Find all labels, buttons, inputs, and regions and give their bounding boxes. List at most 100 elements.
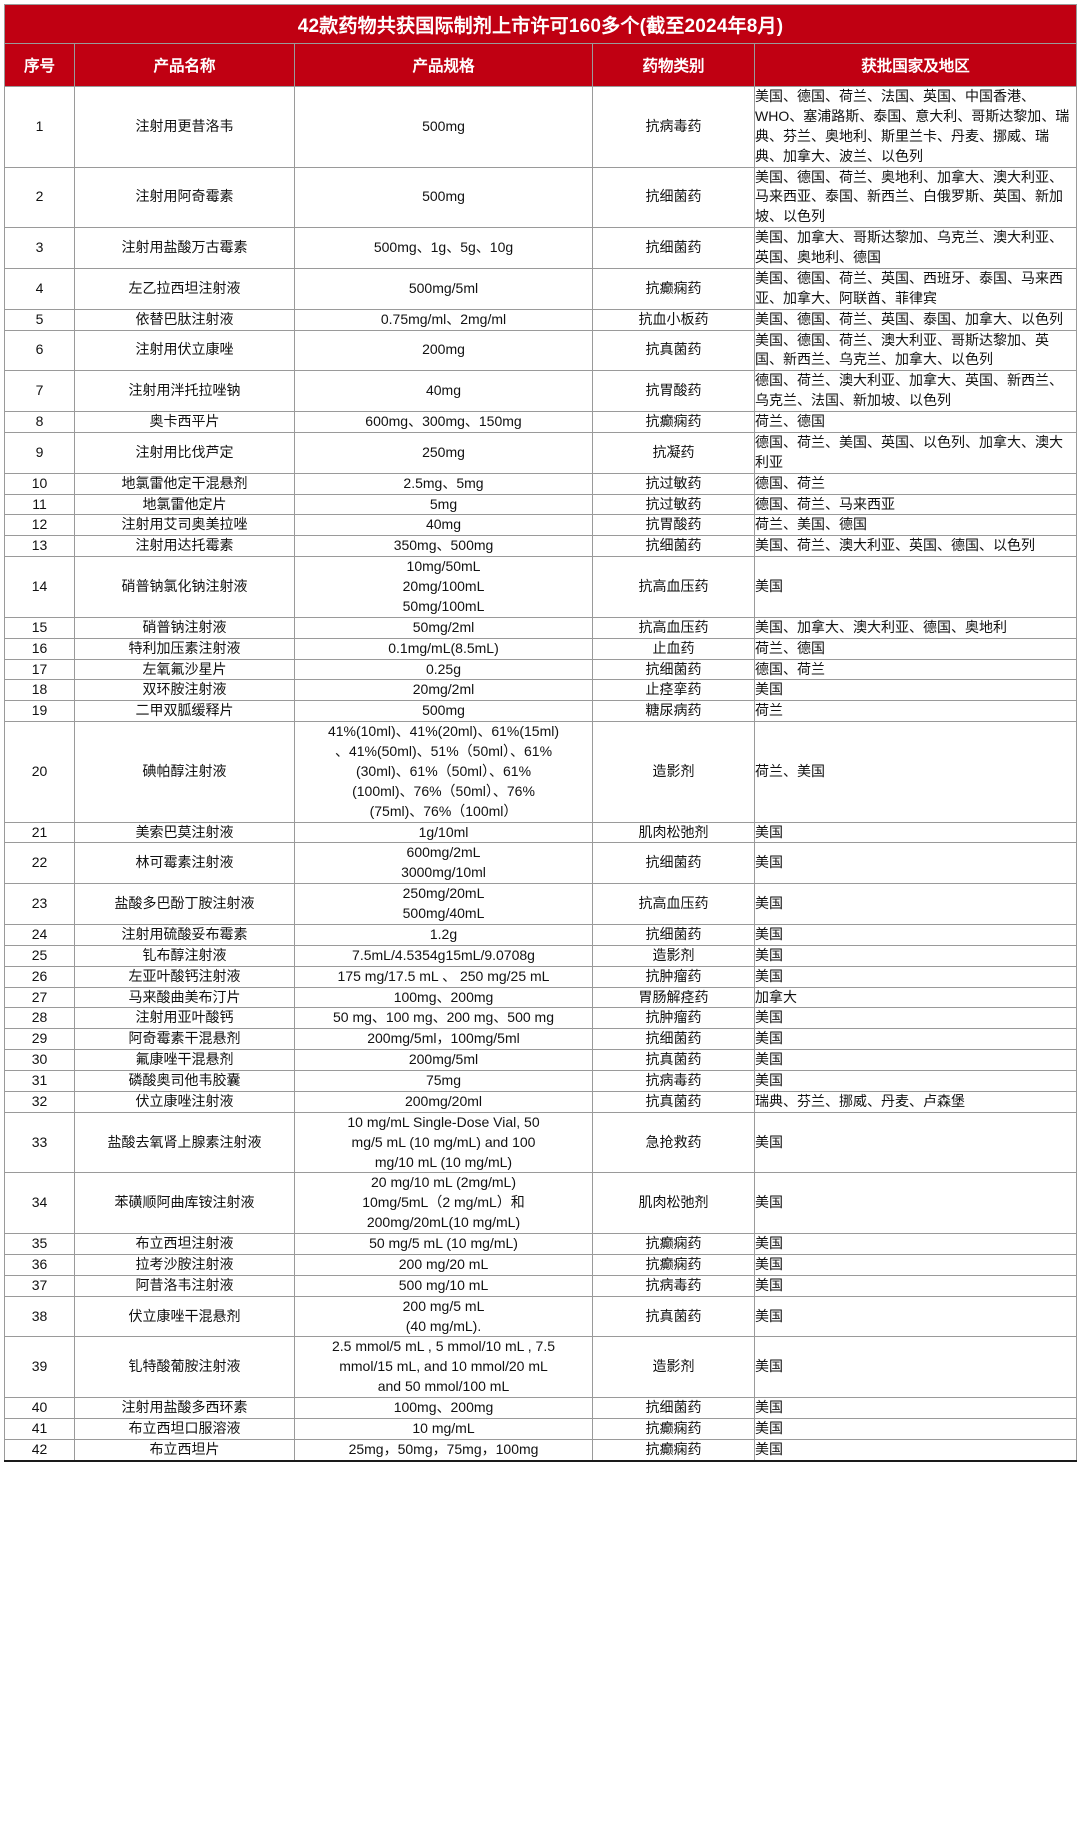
approved-regions-cell: 美国 <box>753 1111 1078 1174</box>
approved-regions-cell: 美国 <box>753 842 1078 885</box>
approved-regions-cell: 美国 <box>753 1336 1078 1398</box>
row-index-cell: 42 <box>4 1438 75 1462</box>
approved-regions-cell: 美国 <box>753 923 1078 946</box>
spec-line: (100ml)、76%（50ml）、76% <box>352 782 535 799</box>
approved-regions-cell: 美国 <box>753 1253 1078 1276</box>
table-row: 25 钆布醇注射液 7.5mL/4.5354g15mL/9.0708g 造影剂 美国 <box>4 944 1078 967</box>
spec-line: 40mg <box>425 382 462 399</box>
product-spec-cell: 200mg/20ml <box>294 1090 593 1113</box>
approved-regions-cell: 美国 <box>753 1417 1078 1440</box>
product-spec-cell: 200 mg/20 mL <box>294 1253 593 1276</box>
product-name-cell: 碘帕醇注射液 <box>74 721 295 823</box>
product-name-cell: 阿奇霉素干混悬剂 <box>74 1028 295 1051</box>
table-row: 29 阿奇霉素干混悬剂 200mg/5ml，100mg/5ml 抗细菌药 美国 <box>4 1028 1078 1051</box>
table-row: 18 双环胺注射液 20mg/2ml 止痉挛药 美国 <box>4 679 1078 702</box>
row-index-cell: 15 <box>4 616 75 639</box>
table-row: 1 注射用更昔洛韦 500mg 抗病毒药 美国、德国、荷兰、法国、英国、中国香港、WHO… <box>4 86 1078 168</box>
drug-category-cell: 抗细菌药 <box>592 227 755 269</box>
row-index-cell: 33 <box>4 1111 75 1174</box>
approved-regions-cell: 美国、德国、荷兰、法国、英国、中国香港、WHO、塞浦路斯、泰国、意大利、哥斯达黎… <box>753 86 1078 168</box>
drug-category-cell: 抗高血压药 <box>592 556 755 618</box>
product-spec-cell: 200mg/5ml，100mg/5ml <box>294 1028 593 1051</box>
row-index-cell: 9 <box>4 431 75 474</box>
table-row: 38 伏立康唑干混悬剂 200 mg/5 mL (40 mg/mL). 抗真菌药 美国 <box>4 1295 1078 1338</box>
product-name-cell: 注射用阿奇霉素 <box>74 166 295 229</box>
drug-category-cell: 糖尿病药 <box>592 700 755 723</box>
spec-line: 10mg/5mL（2 mg/mL）和 <box>362 1194 525 1211</box>
drug-category-cell: 抗真菌药 <box>592 329 755 372</box>
drug-category-cell: 抗癫痫药 <box>592 1233 755 1255</box>
product-spec-cell: 175 mg/17.5 mL 、 250 mg/25 mL <box>294 965 593 988</box>
column-header-row: 序号 产品名称 产品规格 药物类别 获批国家及地区 <box>4 43 1078 87</box>
spec-line: 600mg、300mg、150mg <box>365 413 522 429</box>
row-index-cell: 16 <box>4 637 75 660</box>
product-spec-cell: 500mg <box>294 166 593 229</box>
row-index-cell: 37 <box>4 1274 75 1297</box>
approved-regions-cell: 美国 <box>753 1049 1078 1071</box>
row-index-cell: 23 <box>4 883 75 925</box>
spec-line: mg/10 mL (10 mg/mL) <box>374 1153 513 1170</box>
spec-line: 200mg/5ml <box>408 1051 479 1068</box>
drug-category-cell: 抗细菌药 <box>592 1397 755 1419</box>
product-name-cell: 硝普钠注射液 <box>74 616 295 639</box>
drug-category-cell: 抗癫痫药 <box>592 1438 755 1462</box>
table-row: 34 苯磺顺阿曲库铵注射液 20 mg/10 mL (2mg/mL) 10mg/5mL… <box>4 1172 1078 1234</box>
table-row: 12 注射用艾司奥美拉唑 40mg 抗胃酸药 荷兰、美国、德国 <box>4 514 1078 537</box>
drug-category-cell: 抗细菌药 <box>592 842 755 885</box>
drug-category-cell: 抗癫痫药 <box>592 411 755 433</box>
spec-line: 500 mg/10 mL <box>398 1276 489 1293</box>
spec-line: 3000mg/10ml <box>401 864 486 881</box>
product-spec-cell: 2.5mg、5mg <box>294 472 593 495</box>
table-head: 42款药物共获国际制剂上市许可160多个(截至2024年8月) 序号 产品名称 产品… <box>3 4 1078 87</box>
approved-regions-cell: 美国 <box>753 556 1078 618</box>
approved-regions-cell: 美国 <box>753 1397 1078 1419</box>
product-name-cell: 奥卡西平片 <box>74 411 295 433</box>
row-index-cell: 5 <box>4 308 75 331</box>
product-spec-cell: 200mg/5ml <box>294 1049 593 1071</box>
drug-category-cell: 抗癫痫药 <box>592 1417 755 1440</box>
spec-line: 200mg/20mL(10 mg/mL) <box>366 1214 521 1231</box>
table-row: 8 奥卡西平片 600mg、300mg、150mg 抗癫痫药 荷兰、德国 <box>4 411 1078 433</box>
row-index-cell: 25 <box>4 944 75 967</box>
spec-line: and 50 mmol/100 mL <box>377 1378 510 1395</box>
approved-regions-cell: 荷兰、美国 <box>753 721 1078 823</box>
column-header-cat: 药物类别 <box>592 43 755 87</box>
product-name-cell: 注射用更昔洛韦 <box>74 86 295 168</box>
spec-line: 500mg <box>422 188 465 205</box>
spec-line: 350mg、500mg <box>393 537 494 554</box>
approved-regions-cell: 美国 <box>753 821 1078 844</box>
spec-line: 、41%(50ml)、51%（50ml）、61% <box>334 743 553 759</box>
approved-regions-cell: 加拿大 <box>753 986 1078 1009</box>
product-name-cell: 注射用盐酸多西环素 <box>74 1397 295 1419</box>
product-spec-cell: 0.75mg/ml、2mg/ml <box>294 308 593 331</box>
row-index-cell: 21 <box>4 821 75 844</box>
row-index-cell: 24 <box>4 923 75 946</box>
product-spec-cell: 500mg <box>294 86 593 168</box>
product-spec-cell: 600mg/2mL 3000mg/10ml <box>294 842 593 885</box>
spec-line: 10mg/50mL <box>406 558 481 575</box>
spec-line: 75mg <box>425 1072 462 1088</box>
product-name-cell: 注射用伏立康唑 <box>74 329 295 372</box>
product-name-cell: 注射用比伐芦定 <box>74 431 295 474</box>
approved-regions-cell: 美国、德国、荷兰、英国、泰国、加拿大、以色列 <box>753 308 1078 331</box>
product-name-cell: 林可霉素注射液 <box>74 842 295 885</box>
product-name-cell: 注射用硫酸妥布霉素 <box>74 923 295 946</box>
row-index-cell: 7 <box>4 370 75 412</box>
approved-regions-cell: 美国、加拿大、澳大利亚、德国、奥地利 <box>753 616 1078 639</box>
drug-category-cell: 造影剂 <box>592 944 755 967</box>
table-row: 31 磷酸奥司他韦胶囊 75mg 抗病毒药 美国 <box>4 1070 1078 1092</box>
product-spec-cell: 50 mg/5 mL (10 mg/mL) <box>294 1233 593 1255</box>
product-spec-cell: 2.5 mmol/5 mL , 5 mmol/10 mL , 7.5 mmol/1… <box>294 1336 593 1398</box>
product-spec-cell: 25mg，50mg，75mg，100mg <box>294 1438 593 1462</box>
approved-regions-cell: 美国、荷兰、澳大利亚、英国、德国、以色列 <box>753 535 1078 558</box>
table-row: 3 注射用盐酸万古霉素 500mg、1g、5g、10g 抗细菌药 美国、加拿大、哥斯达黎… <box>4 227 1078 269</box>
spec-line: 200mg/5ml，100mg/5ml <box>367 1030 520 1047</box>
drug-category-cell: 抗肿瘤药 <box>592 1007 755 1030</box>
product-name-cell: 左乙拉西坦注射液 <box>74 267 295 310</box>
approved-regions-cell: 荷兰、德国 <box>753 637 1078 660</box>
table-body: 1 注射用更昔洛韦 500mg 抗病毒药 美国、德国、荷兰、法国、英国、中国香港、WHO… <box>4 86 1078 1462</box>
table-row: 6 注射用伏立康唑 200mg 抗真菌药 美国、德国、荷兰、澳大利亚、哥斯达黎加、英国、… <box>4 329 1078 372</box>
row-index-cell: 13 <box>4 535 75 558</box>
drug-category-cell: 止血药 <box>592 637 755 660</box>
spec-line: 40mg <box>425 516 462 533</box>
